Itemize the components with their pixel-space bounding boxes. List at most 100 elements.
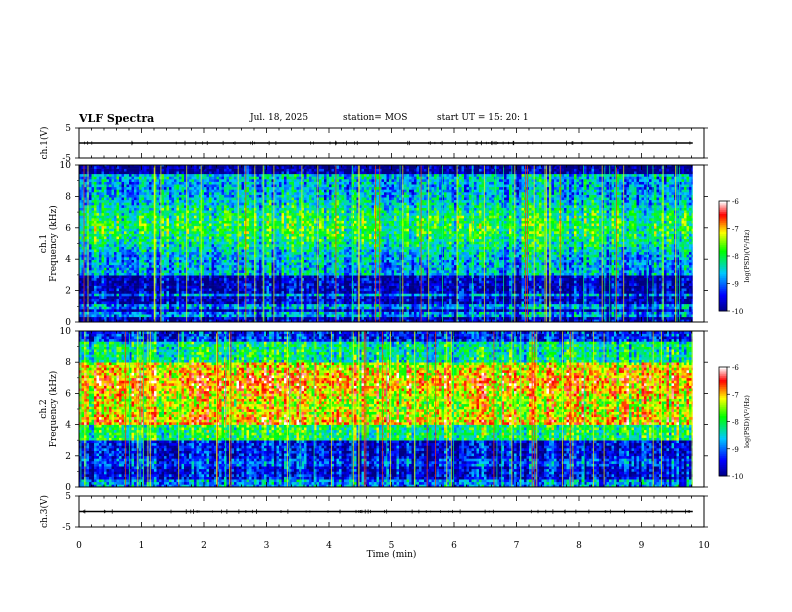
spectrogram-cell bbox=[621, 272, 625, 276]
spectrogram-cell bbox=[621, 285, 625, 289]
spectrogram-cell bbox=[89, 290, 92, 294]
spectrogram-cell bbox=[679, 301, 682, 305]
spectrogram-cell bbox=[304, 285, 307, 289]
spectrogram-cell bbox=[191, 285, 195, 289]
spectrogram-cell bbox=[506, 285, 510, 289]
spectrogram-cell bbox=[149, 293, 152, 297]
spectrogram-cell bbox=[324, 296, 327, 299]
spectrogram-cell bbox=[466, 280, 470, 284]
spectrogram-cell bbox=[366, 319, 370, 322]
spectrogram-cell bbox=[361, 270, 365, 273]
spectrogram-cell bbox=[274, 283, 277, 286]
spectrogram-cell bbox=[626, 309, 630, 312]
spectrogram-cell bbox=[331, 283, 335, 286]
spectrogram-cell bbox=[416, 303, 420, 307]
spectrogram-cell bbox=[461, 306, 465, 310]
spectrogram-cell bbox=[241, 306, 245, 310]
spectrogram-cell bbox=[391, 277, 395, 281]
spectrogram-cell bbox=[344, 296, 347, 299]
spectrogram-cell bbox=[444, 296, 447, 299]
spectrogram-cell bbox=[156, 275, 160, 279]
spectrogram-cell bbox=[576, 314, 580, 318]
spectrogram-cell bbox=[154, 288, 157, 292]
spectrogram-cell bbox=[251, 316, 255, 320]
spectrogram-cell bbox=[416, 272, 420, 276]
spectrogram-cell bbox=[466, 311, 470, 315]
spectrogram-cell bbox=[319, 314, 322, 318]
spectrogram-cell bbox=[411, 316, 415, 320]
spectrogram-cell bbox=[179, 306, 182, 310]
spectrogram-cell bbox=[359, 290, 362, 294]
spectrogram-cell bbox=[476, 280, 480, 284]
spectrogram-cell bbox=[649, 272, 652, 276]
spectrogram-cell bbox=[384, 285, 387, 289]
spectrogram-cell bbox=[169, 283, 172, 286]
spectrogram-cell bbox=[391, 290, 395, 294]
spectrogram-cell bbox=[579, 303, 582, 307]
spectrogram-cell bbox=[369, 309, 372, 312]
spectrogram-cell bbox=[109, 296, 112, 299]
spectrogram-cell bbox=[391, 316, 395, 320]
spectrogram-cell bbox=[321, 277, 325, 281]
spectrogram-cell bbox=[681, 301, 685, 305]
spectrogram-cell bbox=[116, 275, 120, 279]
spectrogram-cell bbox=[96, 316, 100, 320]
spectrogram-cell bbox=[566, 306, 570, 310]
spectrogram-cell bbox=[636, 293, 640, 297]
spectrogram-cell bbox=[129, 270, 132, 273]
spectrogram-cell bbox=[629, 275, 632, 279]
spectrogram-cell bbox=[361, 285, 365, 289]
spectrogram-cell bbox=[266, 293, 270, 297]
spectrogram-cell bbox=[371, 309, 375, 312]
spectrogram-cell bbox=[606, 296, 610, 299]
spectrogram-cell bbox=[681, 303, 685, 307]
spectrogram-cell bbox=[229, 303, 232, 307]
spectrogram-cell bbox=[131, 314, 135, 318]
spectrogram-cell bbox=[121, 288, 125, 292]
spectrogram-cell bbox=[201, 290, 205, 294]
spectrogram-cell bbox=[299, 296, 302, 299]
spectrogram-cell bbox=[659, 272, 662, 276]
spectrogram-cell bbox=[91, 277, 95, 281]
spectrogram-cell bbox=[464, 301, 467, 305]
spectrogram-cell bbox=[519, 319, 522, 322]
spectrogram-cell bbox=[586, 316, 590, 320]
spectrogram-cell bbox=[616, 285, 620, 289]
spectrogram-cell bbox=[124, 309, 127, 312]
spectrogram-cell bbox=[259, 293, 262, 297]
spectrogram-cell bbox=[656, 311, 660, 315]
spectrogram-cell bbox=[84, 298, 87, 302]
spectrogram-cell bbox=[254, 285, 257, 289]
spectrogram-cell bbox=[599, 309, 602, 312]
spectrogram-cell bbox=[239, 280, 242, 284]
spectrogram-cell bbox=[479, 290, 482, 294]
spectrogram-cell bbox=[336, 288, 340, 292]
spectrogram-cell bbox=[91, 288, 95, 292]
spectrogram-cell bbox=[364, 309, 367, 312]
spectrogram-cell bbox=[196, 285, 200, 289]
spectrogram-cell bbox=[216, 293, 220, 297]
spectrogram-cell bbox=[381, 283, 385, 286]
spectrogram-cell bbox=[314, 306, 317, 310]
spectrogram-cell bbox=[564, 288, 567, 292]
spectrogram-cell bbox=[174, 270, 177, 273]
spectrogram-cell bbox=[284, 280, 287, 284]
spectrogram-cell bbox=[196, 277, 200, 281]
spectrogram-cell bbox=[556, 314, 560, 318]
spectrogram-cell bbox=[299, 316, 302, 320]
spectrogram-cell bbox=[224, 280, 227, 284]
spectrogram-cell bbox=[276, 319, 280, 322]
spectrogram-cell bbox=[366, 303, 370, 307]
spectrogram-cell bbox=[509, 280, 512, 284]
spectrogram-cell bbox=[386, 298, 390, 302]
spectrogram-cell bbox=[116, 280, 120, 284]
spectrogram-cell bbox=[91, 298, 95, 302]
spectrogram-cell bbox=[139, 306, 142, 310]
spectrogram-cell bbox=[514, 290, 517, 294]
spectrogram-cell bbox=[206, 301, 210, 305]
spectrogram-cell bbox=[369, 303, 372, 307]
spectrogram-cell bbox=[169, 306, 172, 310]
spectrogram-cell bbox=[166, 283, 170, 286]
spectrogram-cell bbox=[191, 296, 195, 299]
spectrogram-cell bbox=[529, 306, 532, 310]
